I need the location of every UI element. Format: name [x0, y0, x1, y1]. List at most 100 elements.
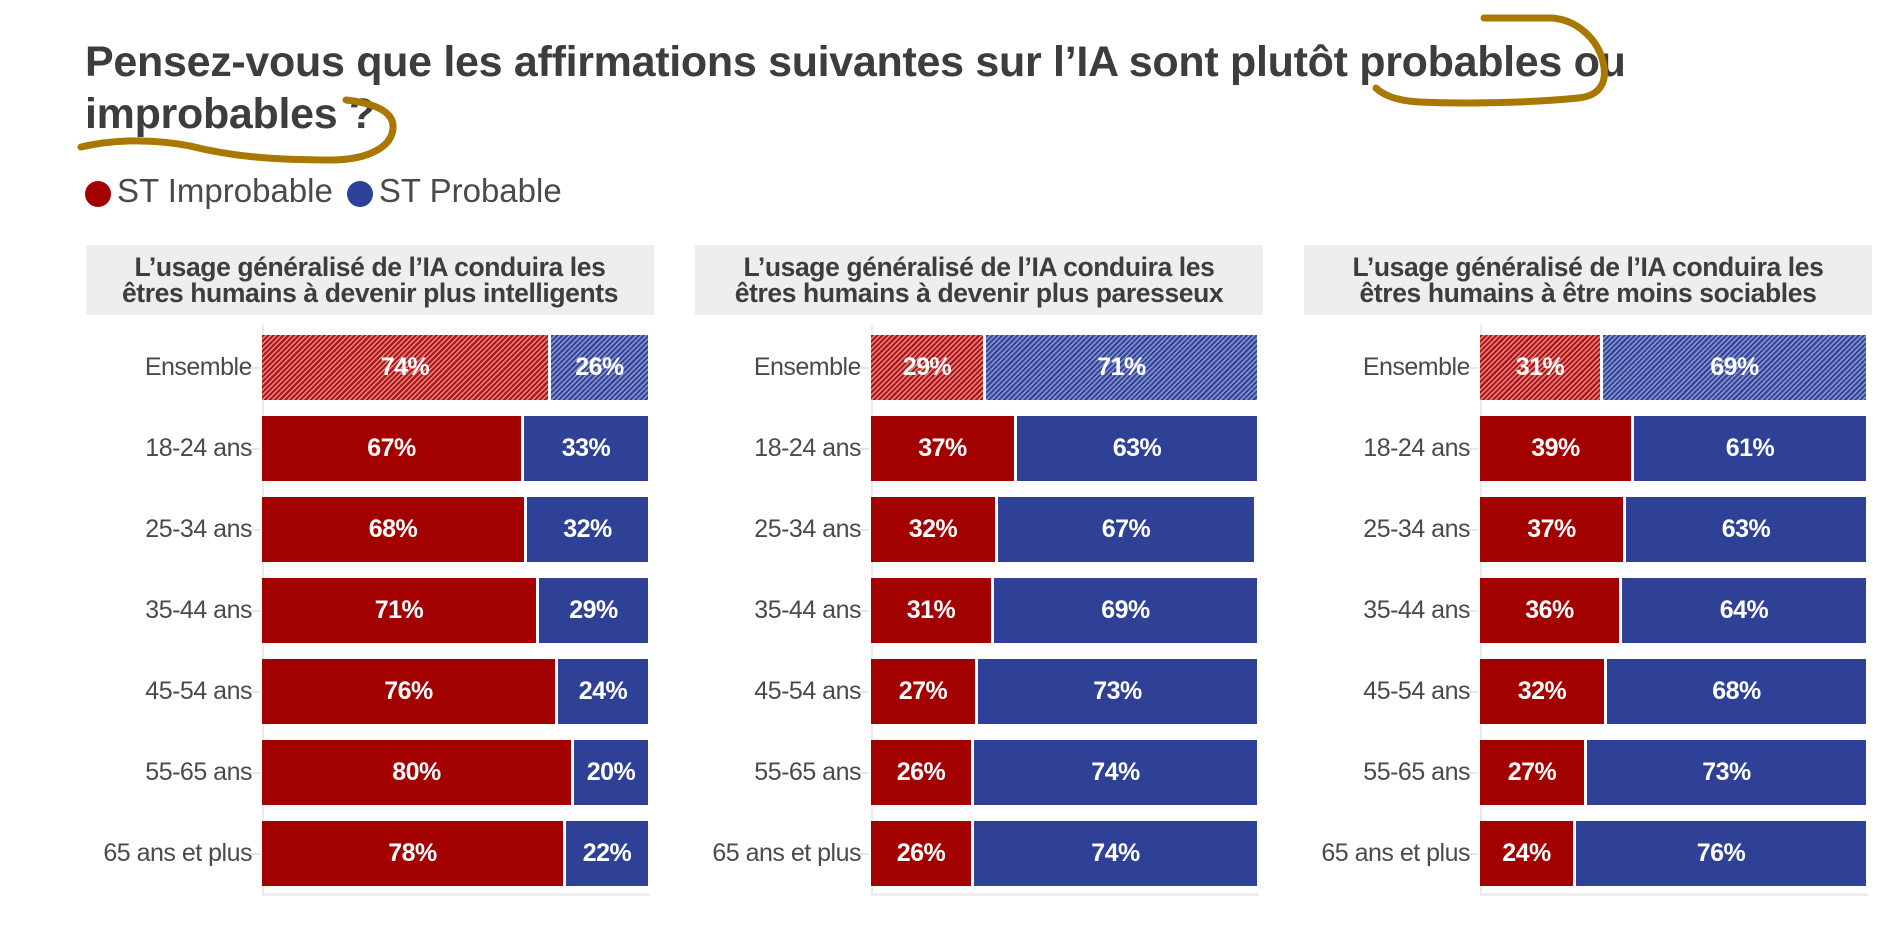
axis-tick — [1468, 367, 1478, 369]
axis-tick — [859, 529, 869, 531]
bar-row: 45-54 ans 76% 24% — [86, 659, 654, 724]
bar-segment-probable: 73% — [975, 659, 1257, 724]
panel-title-line: êtres humains à être moins sociables — [1359, 278, 1817, 308]
category-label: 18-24 ans — [145, 434, 252, 462]
bar-segment-improbable: 36% — [1480, 578, 1619, 643]
data-label: 27% — [1507, 758, 1557, 786]
bar-segment-probable: 24% — [555, 659, 648, 724]
bar-row: 18-24 ans 37% 63% — [695, 416, 1263, 481]
panel-title: L’usage généralisé de l’IA conduira les ê… — [86, 245, 654, 315]
data-label: 74% — [1091, 839, 1140, 867]
data-label: 22% — [582, 839, 632, 867]
data-label: 26% — [896, 839, 946, 867]
axis-tick — [859, 367, 869, 369]
data-label: 69% — [1710, 353, 1759, 381]
data-label: 73% — [1702, 758, 1751, 786]
bar-segment-probable: 76% — [1573, 821, 1866, 886]
chart-panel: L’usage généralisé de l’IA conduira les ê… — [1304, 245, 1872, 905]
legend: ST Improbable ST Probable — [85, 172, 576, 210]
category-label: 25-34 ans — [145, 515, 252, 543]
bar-segment-improbable: 78% — [262, 821, 563, 886]
category-label: 25-34 ans — [1363, 515, 1470, 543]
data-label: 78% — [388, 839, 437, 867]
data-label: 32% — [1517, 677, 1567, 705]
axis-tick — [1468, 853, 1478, 855]
bar-segment-probable: 32% — [524, 497, 648, 562]
category-label: 65 ans et plus — [103, 839, 252, 867]
data-label: 39% — [1531, 434, 1580, 462]
bar-row: 35-44 ans 71% 29% — [86, 578, 654, 643]
bar-row: 18-24 ans 67% 33% — [86, 416, 654, 481]
axis-tick — [859, 610, 869, 612]
axis-tick — [250, 610, 260, 612]
panel-title-text: L’usage généralisé de l’IA conduira les ê… — [1347, 254, 1830, 308]
axis-tick — [859, 448, 869, 450]
data-label: 67% — [367, 434, 416, 462]
data-label: 31% — [1515, 353, 1565, 381]
data-label: 74% — [1091, 758, 1140, 786]
bar-segment-improbable: 37% — [1480, 497, 1623, 562]
data-label: 20% — [586, 758, 636, 786]
legend-label-probable: ST Probable — [378, 172, 562, 209]
data-label: 26% — [575, 353, 624, 381]
legend-swatch-probable — [346, 181, 373, 207]
axis-tick — [1468, 772, 1478, 774]
bar-segment-improbable: 27% — [871, 659, 975, 724]
bar-segment-probable: 26% — [548, 335, 648, 400]
data-label: 63% — [1112, 434, 1162, 462]
category-label: 18-24 ans — [1363, 434, 1470, 462]
chart-panel: L’usage généralisé de l’IA conduira les ê… — [86, 245, 654, 905]
bar-segment-improbable: 68% — [262, 497, 524, 562]
bar-segment-improbable: 80% — [262, 740, 571, 805]
legend-item-improbable: ST Improbable — [85, 172, 333, 210]
category-label: 35-44 ans — [1363, 596, 1470, 624]
category-label: 45-54 ans — [754, 677, 861, 705]
bar-segment-improbable: 26% — [871, 821, 971, 886]
category-label: 55-65 ans — [754, 758, 861, 786]
data-label: 29% — [569, 596, 618, 624]
bar-row: Ensemble 74% 26% — [86, 335, 654, 400]
panel-title-text: L’usage généralisé de l’IA conduira les ê… — [729, 254, 1230, 307]
category-label: 65 ans et plus — [712, 839, 861, 867]
bar-segment-probable: 61% — [1631, 416, 1866, 481]
category-label: 45-54 ans — [1363, 677, 1470, 705]
legend-swatch-improbable — [85, 181, 111, 207]
bar-segment-probable: 63% — [1623, 497, 1866, 562]
data-label: 71% — [1097, 353, 1146, 381]
bar-segment-probable: 71% — [983, 335, 1257, 400]
bar-segment-improbable: 27% — [1480, 740, 1584, 805]
data-label: 24% — [578, 677, 628, 705]
bar-segment-probable: 63% — [1014, 416, 1257, 481]
data-label: 26% — [896, 758, 946, 786]
data-label: 74% — [380, 353, 430, 381]
category-label: 55-65 ans — [145, 758, 252, 786]
bar-segment-probable: 64% — [1619, 578, 1866, 643]
axis-tick — [250, 772, 260, 774]
data-label: 32% — [908, 515, 958, 543]
bar-row: 45-54 ans 27% 73% — [695, 659, 1263, 724]
data-label: 37% — [918, 434, 967, 462]
bar-segment-probable: 74% — [971, 740, 1257, 805]
axis-tick — [250, 529, 260, 531]
bar-segment-improbable: 71% — [262, 578, 536, 643]
axis-tick — [859, 691, 869, 693]
axis-tick — [1468, 610, 1478, 612]
panel-title-text: L’usage généralisé de l’IA conduira les ê… — [116, 254, 624, 308]
panel-title: L’usage généralisé de l’IA conduira les ê… — [695, 245, 1263, 315]
legend-label-improbable: ST Improbable — [117, 172, 333, 209]
bar-segment-probable: 73% — [1584, 740, 1866, 805]
bar-row: 25-34 ans 37% 63% — [1304, 497, 1872, 562]
data-label: 32% — [563, 515, 612, 543]
axis-tick — [250, 691, 260, 693]
bar-segment-improbable: 24% — [1480, 821, 1573, 886]
bar-row: 35-44 ans 36% 64% — [1304, 578, 1872, 643]
panel-title-line: êtres humains à devenir plus intelligent… — [121, 278, 619, 308]
bar-row: 45-54 ans 32% 68% — [1304, 659, 1872, 724]
bar-row: 25-34 ans 32% 67% — [695, 497, 1263, 562]
data-label: 71% — [374, 596, 424, 624]
bar-segment-improbable: 67% — [262, 416, 521, 481]
axis-tick — [250, 853, 260, 855]
chart-panel: L’usage généralisé de l’IA conduira les ê… — [695, 245, 1263, 905]
data-label: 68% — [1712, 677, 1761, 705]
bar-segment-improbable: 32% — [871, 497, 995, 562]
